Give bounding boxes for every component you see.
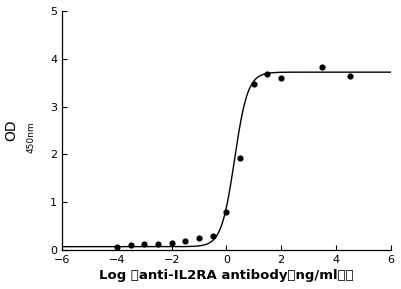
Point	[237, 156, 243, 160]
X-axis label: Log （anti-IL2RA antibody（ng/ml））: Log （anti-IL2RA antibody（ng/ml））	[99, 269, 354, 282]
Point	[113, 244, 120, 249]
Point	[278, 76, 284, 80]
Point	[128, 243, 134, 248]
Point	[251, 82, 257, 86]
Text: 450nm: 450nm	[26, 122, 35, 153]
Point	[141, 242, 148, 247]
Point	[264, 72, 271, 76]
Point	[182, 239, 188, 244]
Point	[196, 236, 202, 240]
Point	[209, 234, 216, 238]
Point	[168, 240, 175, 245]
Point	[155, 242, 161, 246]
Point	[319, 65, 325, 70]
Point	[346, 74, 353, 79]
Text: OD: OD	[4, 120, 18, 141]
Point	[223, 210, 229, 214]
